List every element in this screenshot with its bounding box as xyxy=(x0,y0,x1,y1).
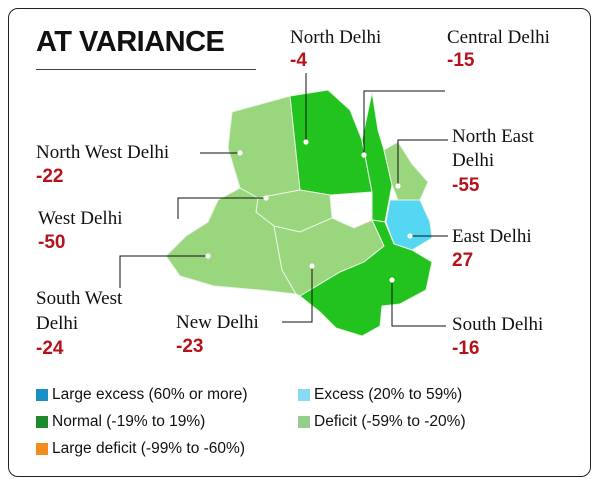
value-south-west-delhi: -24 xyxy=(36,338,64,359)
legend-label-normal: Normal (-19% to 19%) xyxy=(52,413,206,430)
legend-swatch-large-deficit xyxy=(36,443,48,455)
label-new-delhi: New Delhi xyxy=(176,312,259,333)
value-west-delhi: -50 xyxy=(38,232,66,253)
legend-label-large-deficit: Large deficit (-99% to -60%) xyxy=(52,440,245,457)
legend-label-large-excess: Large excess (60% or more) xyxy=(52,386,248,403)
marker-west-delhi xyxy=(263,195,269,201)
value-north-west-delhi: -22 xyxy=(36,166,64,187)
marker-north-west-delhi xyxy=(237,150,243,156)
value-south-delhi: -16 xyxy=(452,338,480,359)
legend-item-excess: Excess (20% to 59%) xyxy=(298,386,462,404)
legend-item-large-deficit: Large deficit (-99% to -60%) xyxy=(36,440,245,458)
label-east-delhi: East Delhi xyxy=(452,226,532,247)
district-south-west-delhi[interactable] xyxy=(165,187,297,295)
value-new-delhi: -23 xyxy=(176,336,204,357)
legend-item-large-excess: Large excess (60% or more) xyxy=(36,386,248,404)
value-central-delhi: -15 xyxy=(447,50,475,71)
title-underline xyxy=(36,69,256,70)
label-north-delhi: North Delhi xyxy=(290,27,382,48)
value-east-delhi: 27 xyxy=(452,250,474,271)
marker-new-delhi xyxy=(309,263,315,269)
label-west-delhi: West Delhi xyxy=(38,208,123,229)
legend-swatch-deficit xyxy=(298,416,310,428)
legend-label-excess: Excess (20% to 59%) xyxy=(314,386,463,403)
label-central-delhi: Central Delhi xyxy=(447,27,550,48)
label-south-delhi: South Delhi xyxy=(452,314,544,335)
label-north-east-delhi-line2: Delhi xyxy=(452,150,495,171)
leader-new-delhi xyxy=(282,266,313,323)
page-title: AT VARIANCE xyxy=(36,26,225,58)
district-north-east-delhi[interactable] xyxy=(383,141,429,201)
district-south-delhi[interactable] xyxy=(299,219,433,337)
district-east-delhi[interactable] xyxy=(385,199,433,251)
label-north-west-delhi: North West Delhi xyxy=(36,142,170,163)
leader-central-delhi xyxy=(363,90,445,155)
marker-south-west-delhi xyxy=(205,253,211,259)
leader-south-west-delhi xyxy=(119,255,208,288)
marker-north-east-delhi xyxy=(395,183,401,189)
leader-west-delhi xyxy=(177,197,266,219)
marker-central-delhi xyxy=(361,152,367,158)
leader-south-delhi xyxy=(391,280,446,327)
value-north-east-delhi: -55 xyxy=(452,175,480,196)
marker-east-delhi xyxy=(407,233,413,239)
legend-item-normal: Normal (-19% to 19%) xyxy=(36,413,205,431)
label-south-west-delhi-line1: South West xyxy=(36,288,123,309)
legend-swatch-normal xyxy=(36,416,48,428)
district-north-delhi[interactable] xyxy=(289,89,373,196)
legend-swatch-excess xyxy=(298,389,310,401)
leader-north-east-delhi xyxy=(397,139,448,186)
legend-item-deficit: Deficit (-59% to -20%) xyxy=(298,413,466,431)
marker-north-delhi xyxy=(303,139,309,145)
label-south-west-delhi-line2: Delhi xyxy=(36,313,79,334)
district-north-west-delhi[interactable] xyxy=(227,95,301,199)
legend-swatch-large-excess xyxy=(36,389,48,401)
value-north-delhi: -4 xyxy=(290,50,307,71)
marker-south-delhi xyxy=(389,277,395,283)
label-north-east-delhi-line1: North East xyxy=(452,126,534,147)
legend-label-deficit: Deficit (-59% to -20%) xyxy=(314,413,466,430)
